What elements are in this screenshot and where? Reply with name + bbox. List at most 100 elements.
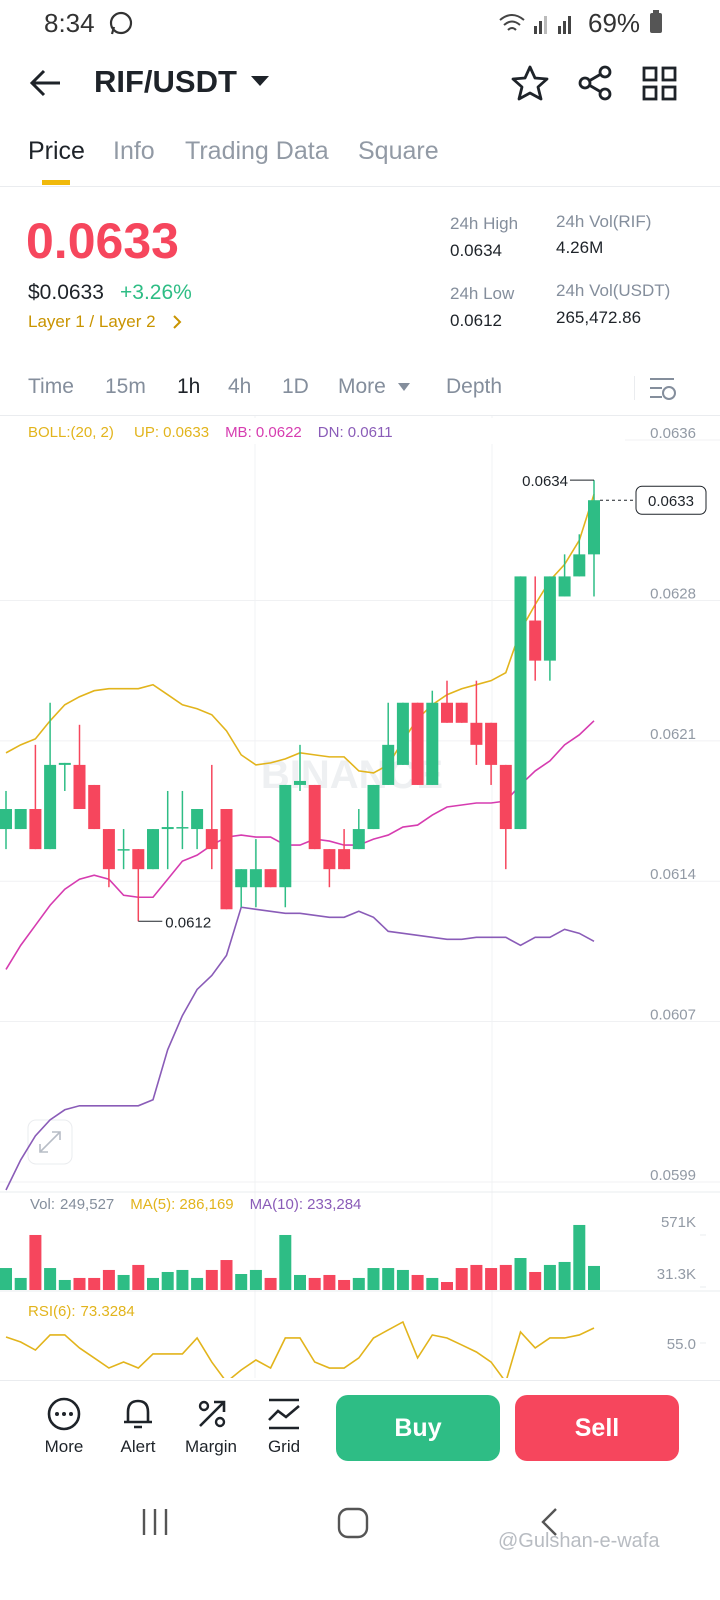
- low-label: 0.0612: [165, 914, 211, 931]
- stat-value: 0.0634: [450, 241, 502, 260]
- toolbar-label[interactable]: More: [44, 1437, 84, 1456]
- high-label: 0.0634: [522, 473, 568, 490]
- whatsapp-icon: [109, 11, 133, 35]
- boll-label: BOLL:(20, 2): [28, 424, 114, 441]
- volume-ma-label: MA(10): 233,284: [250, 1196, 362, 1213]
- volume-bar: [29, 1234, 42, 1290]
- volume-bar: [205, 1269, 218, 1290]
- last-price-tag: [635, 485, 707, 515]
- price-change: +3.26%: [120, 281, 192, 304]
- candle-body: [147, 829, 159, 870]
- volume-bar: [558, 1261, 571, 1290]
- candle-body: [382, 744, 395, 785]
- candle-body: [117, 849, 130, 851]
- interval[interactable]: Time: [28, 375, 74, 398]
- y-tick-label: 0.0628: [650, 585, 696, 602]
- candle-body: [0, 809, 12, 830]
- volume-bar: [191, 1277, 204, 1290]
- volume-bar: [426, 1277, 439, 1290]
- candle-body: [191, 809, 204, 830]
- nav-recents[interactable]: [140, 1506, 170, 1538]
- layout-button[interactable]: [642, 66, 678, 102]
- credit-watermark: @Gulshan-e-wafa: [498, 1530, 660, 1552]
- grid-icon[interactable]: [266, 1396, 302, 1432]
- volume-bar: [73, 1277, 86, 1290]
- volume-bar: [58, 1279, 71, 1290]
- candle-body: [294, 780, 306, 785]
- volume-bar: [102, 1269, 115, 1290]
- volume-current: 249,527: [60, 1196, 114, 1213]
- toolbar-label[interactable]: Alert: [120, 1437, 156, 1456]
- usd-price: $0.0633: [28, 281, 104, 304]
- tab-active[interactable]: Price: [28, 137, 85, 165]
- volume-bar: [235, 1274, 248, 1290]
- candle-body: [220, 809, 233, 910]
- volume-bar: [573, 1224, 586, 1290]
- alert-icon[interactable]: [120, 1396, 156, 1432]
- candle-body: [426, 702, 439, 785]
- expand-icon: [39, 1131, 61, 1153]
- tab[interactable]: Square: [358, 137, 439, 165]
- candle-body: [485, 722, 498, 765]
- interval-depth[interactable]: Depth: [446, 375, 503, 398]
- candle-body: [102, 829, 115, 870]
- interval[interactable]: 4h: [228, 375, 252, 398]
- volume-bar: [529, 1271, 542, 1290]
- tab[interactable]: Info: [113, 137, 155, 165]
- candle-body: [323, 849, 336, 870]
- boll-line: [5, 720, 595, 970]
- indicator-settings[interactable]: [648, 376, 678, 402]
- margin-icon[interactable]: [194, 1396, 230, 1432]
- volume-bar: [382, 1268, 395, 1290]
- candle-body: [514, 576, 527, 830]
- volume-bar: [338, 1279, 351, 1290]
- volume-bar: [543, 1264, 556, 1290]
- boll-line: [5, 493, 595, 774]
- sell-button[interactable]: Sell: [515, 1395, 679, 1461]
- rsi-value: 73.3284: [81, 1303, 135, 1320]
- volume-bar: [0, 1268, 12, 1290]
- legend-entry: MB: 0.0622: [225, 424, 302, 441]
- interval-active[interactable]: 1h: [177, 375, 201, 398]
- interval[interactable]: 15m: [105, 375, 146, 398]
- tab[interactable]: Trading Data: [185, 137, 329, 165]
- candle-body: [573, 554, 586, 577]
- volume-bar: [308, 1277, 321, 1290]
- share-button[interactable]: [576, 64, 614, 102]
- candle-body: [499, 764, 512, 830]
- volume-bar: [264, 1277, 277, 1290]
- candle-body: [441, 702, 453, 723]
- volume-bar: [514, 1258, 527, 1290]
- interval-more[interactable]: More: [338, 375, 386, 398]
- candle-body: [176, 827, 189, 829]
- volume-bar: [352, 1277, 365, 1290]
- status-time: 8:34: [44, 8, 95, 38]
- pair-dropdown[interactable]: [250, 74, 270, 88]
- candle-body: [44, 764, 57, 850]
- tags[interactable]: Layer 1 / Layer 2: [28, 312, 156, 331]
- nav-back[interactable]: [538, 1506, 560, 1538]
- rsi-group: [5, 1320, 595, 1378]
- candle-body: [529, 620, 542, 661]
- toolbar-label[interactable]: Grid: [267, 1437, 301, 1456]
- interval[interactable]: 1D: [282, 375, 309, 398]
- tags-arrow: [173, 315, 182, 329]
- y-tick-label: 0.0614: [650, 866, 696, 883]
- volume-bar: [470, 1264, 483, 1290]
- stat-label: 24h Vol(USDT): [556, 281, 671, 300]
- candle-body: [161, 827, 174, 830]
- back-button[interactable]: [28, 66, 64, 100]
- legend-bg: [0, 418, 625, 444]
- nav-home[interactable]: [336, 1506, 370, 1540]
- y-tick-label: 0.0599: [650, 1167, 696, 1184]
- candle-body: [308, 784, 321, 850]
- volume-bar: [132, 1264, 145, 1290]
- buy-button[interactable]: Buy: [336, 1395, 500, 1461]
- favorite-button[interactable]: [510, 64, 550, 102]
- toolbar-label[interactable]: Margin: [185, 1437, 237, 1456]
- more-icon[interactable]: [46, 1396, 82, 1432]
- pair-title[interactable]: RIF/USDT: [94, 64, 237, 99]
- volume-bar: [220, 1260, 233, 1290]
- divider: [0, 1380, 720, 1381]
- last-price: 0.0633: [26, 213, 179, 269]
